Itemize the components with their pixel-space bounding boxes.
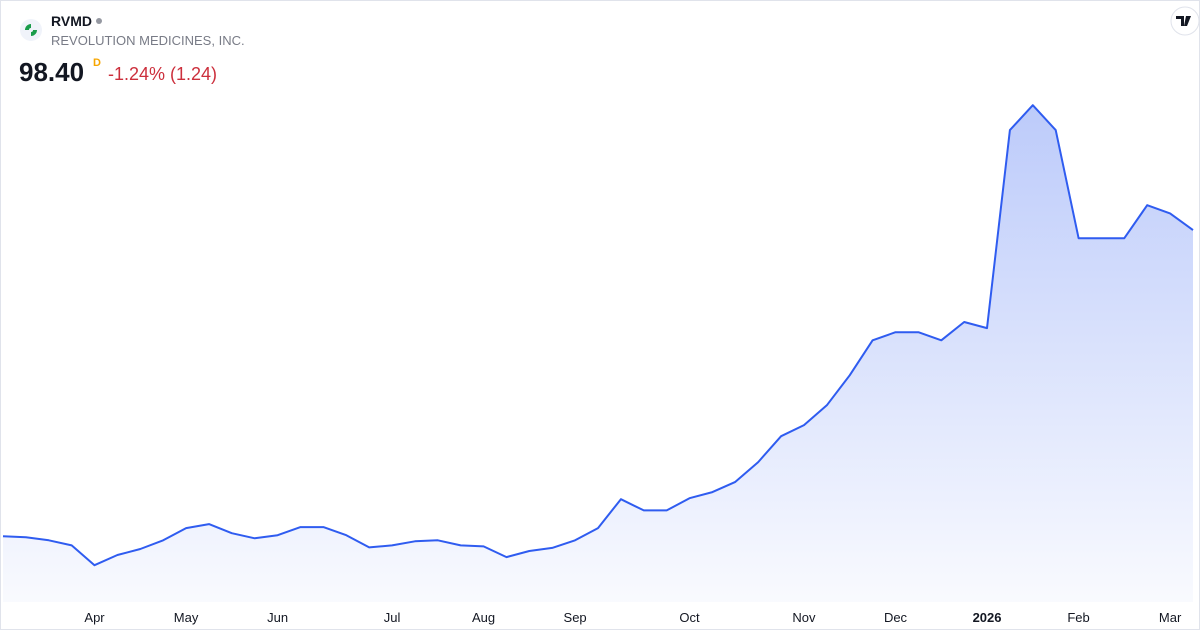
x-tick-label: Oct bbox=[679, 610, 700, 625]
company-name: REVOLUTION MEDICINES, INC. bbox=[51, 33, 245, 48]
x-tick-label: Nov bbox=[792, 610, 816, 625]
change: -1.24% (1.24) bbox=[108, 64, 217, 84]
x-tick-label: Mar bbox=[1159, 610, 1182, 625]
area-fill bbox=[3, 105, 1193, 602]
x-tick-label: Feb bbox=[1067, 610, 1089, 625]
tv-logo[interactable] bbox=[1170, 6, 1200, 36]
x-tick-label: Dec bbox=[884, 610, 908, 625]
x-tick-label: Sep bbox=[564, 610, 587, 625]
x-tick-label: May bbox=[174, 610, 199, 625]
price-line bbox=[2, 104, 1194, 567]
ticker: RVMD bbox=[51, 13, 92, 29]
x-tick-label: Aug bbox=[472, 610, 495, 625]
price: 98.40 bbox=[19, 57, 84, 87]
status-dot bbox=[96, 18, 102, 24]
x-tick-label: Jun bbox=[267, 610, 288, 625]
x-tick-label: Apr bbox=[84, 610, 105, 625]
x-tick-label: 2026 bbox=[973, 610, 1002, 625]
interval: D bbox=[93, 57, 101, 69]
x-tick-label: Jul bbox=[384, 610, 401, 625]
logo bbox=[20, 19, 42, 41]
